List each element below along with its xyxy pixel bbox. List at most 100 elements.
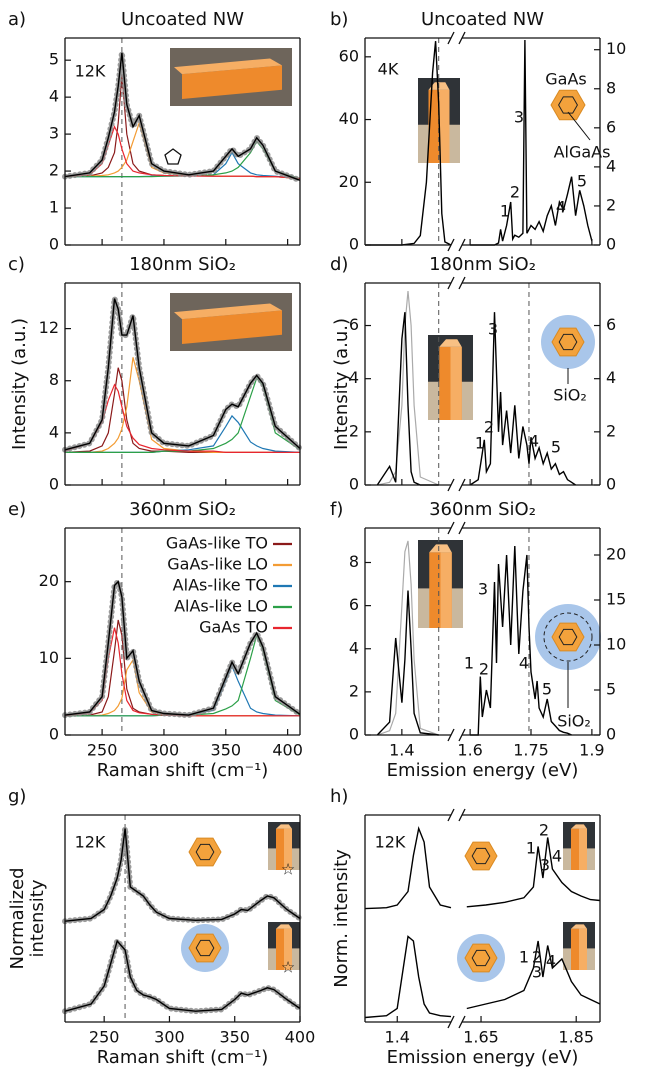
y-tick-label: 0 — [49, 475, 59, 494]
annotation: 1 — [526, 839, 536, 858]
nanowire-facet — [439, 89, 450, 163]
nanowire-facet — [579, 828, 587, 870]
y2-tick-label: 10 — [606, 635, 626, 654]
annotation: 4 — [552, 847, 562, 866]
y-tick-label: 0 — [349, 475, 359, 494]
x-tick-label: 1.65 — [463, 1028, 499, 1047]
y-axis-label: intensity — [27, 879, 48, 957]
y2-tick-label: 20 — [606, 545, 626, 564]
panel-title: Uncoated NW — [121, 9, 244, 30]
y2-tick-label: 6 — [606, 117, 616, 136]
annotation: 5 — [551, 438, 561, 457]
annotation: 2 — [479, 660, 489, 679]
annotation: 1 — [475, 434, 485, 453]
y-tick-label: 4 — [349, 368, 359, 387]
y2-tick-label: 0 — [606, 725, 616, 744]
axis-break — [447, 808, 455, 822]
inner-core — [558, 628, 578, 646]
spectrum-line — [65, 658, 300, 717]
spectrum-line — [365, 41, 452, 246]
annotation: 3 — [488, 320, 498, 339]
y2-tick-label: 8 — [606, 78, 616, 97]
leader-line — [567, 111, 591, 141]
axis-break — [447, 238, 455, 252]
y-tick-label: 20 — [339, 172, 359, 191]
annotation: 4K — [378, 60, 399, 79]
panel-label: g) — [8, 786, 26, 807]
legend-label: AlAs-like LO — [174, 597, 268, 616]
x-axis-label: Emission energy (eV) — [387, 1047, 579, 1067]
core-icon — [464, 943, 498, 973]
annotation: SiO₂ — [553, 386, 587, 405]
annotation: 5 — [577, 172, 587, 191]
spectrum-line — [470, 545, 572, 736]
nanowire-facet — [284, 928, 292, 970]
inner-core — [195, 843, 215, 861]
nanowire-facet — [579, 928, 587, 970]
panel-title: 360nm SiO₂ — [129, 499, 236, 520]
y-tick-label: 4 — [49, 422, 59, 441]
spectrum-line — [376, 590, 439, 736]
y-tick-label: 8 — [49, 370, 59, 389]
panel-label: f) — [330, 499, 343, 520]
y2-tick-label: 2 — [606, 421, 616, 440]
annotation: 4 — [556, 198, 566, 217]
spectrum-line — [65, 633, 301, 717]
spectrum-line — [64, 383, 300, 453]
spectrum-line — [469, 312, 576, 486]
nanowire-tip — [439, 339, 462, 347]
panel-label: h) — [330, 786, 348, 807]
y2-tick-label: 0 — [606, 475, 616, 494]
y-tick-label: 8 — [349, 552, 359, 571]
y-tick-label: 0 — [49, 725, 59, 744]
star-marker: ☆ — [281, 860, 295, 879]
x-tick-label: 1.85 — [558, 1028, 594, 1047]
annotation: 2 — [539, 821, 549, 840]
spectrum-line — [64, 828, 301, 922]
annotation: 3 — [514, 108, 524, 127]
panel-label: b) — [330, 9, 348, 30]
inner-core — [471, 949, 491, 967]
y-tick-label: 0 — [349, 725, 359, 744]
spectrum-line — [364, 935, 452, 1019]
x-tick-label: 400 — [285, 1028, 316, 1047]
spectrum-line — [65, 376, 301, 453]
y2-tick-label: 6 — [606, 315, 616, 334]
x-tick-label: 300 — [149, 741, 180, 760]
legend-label: GaAs-like LO — [167, 555, 268, 574]
axis-break — [447, 521, 455, 535]
nanowire-tip — [571, 924, 587, 929]
spectrum-line — [377, 540, 439, 736]
spectrum-line — [376, 312, 439, 486]
axis-break — [458, 728, 466, 742]
x-tick-label: 350 — [219, 1028, 250, 1047]
nanowire-tip — [276, 924, 292, 929]
spectrum-line — [64, 367, 300, 453]
annotation: 12K — [75, 833, 106, 852]
annotation: 1 — [500, 202, 510, 221]
y-tick-label: 4 — [349, 638, 359, 657]
y-tick-label: 6 — [349, 595, 359, 614]
inner-core — [558, 333, 578, 351]
y-tick-label: 0 — [49, 235, 59, 254]
y-tick-label: 2 — [49, 161, 59, 180]
core-icon — [551, 327, 585, 357]
axis-break — [447, 478, 455, 492]
spectrum-line — [470, 39, 593, 246]
x-tick-label: 1.4 — [389, 741, 414, 760]
star-marker: ☆ — [281, 958, 295, 977]
legend-label: GaAs TO — [199, 618, 268, 637]
nanowire-side — [182, 310, 282, 345]
nanowire-facet — [284, 828, 292, 870]
panel-title: 180nm SiO₂ — [129, 254, 236, 275]
axis-break — [447, 728, 455, 742]
annotation: SiO₂ — [557, 712, 591, 731]
annotation: AlGaAs — [554, 143, 611, 162]
spectrum-line — [64, 939, 301, 1012]
y-tick-label: 6 — [349, 315, 359, 334]
inner-core — [558, 96, 578, 114]
axis-break — [458, 808, 466, 822]
shell-boundary — [543, 612, 593, 662]
